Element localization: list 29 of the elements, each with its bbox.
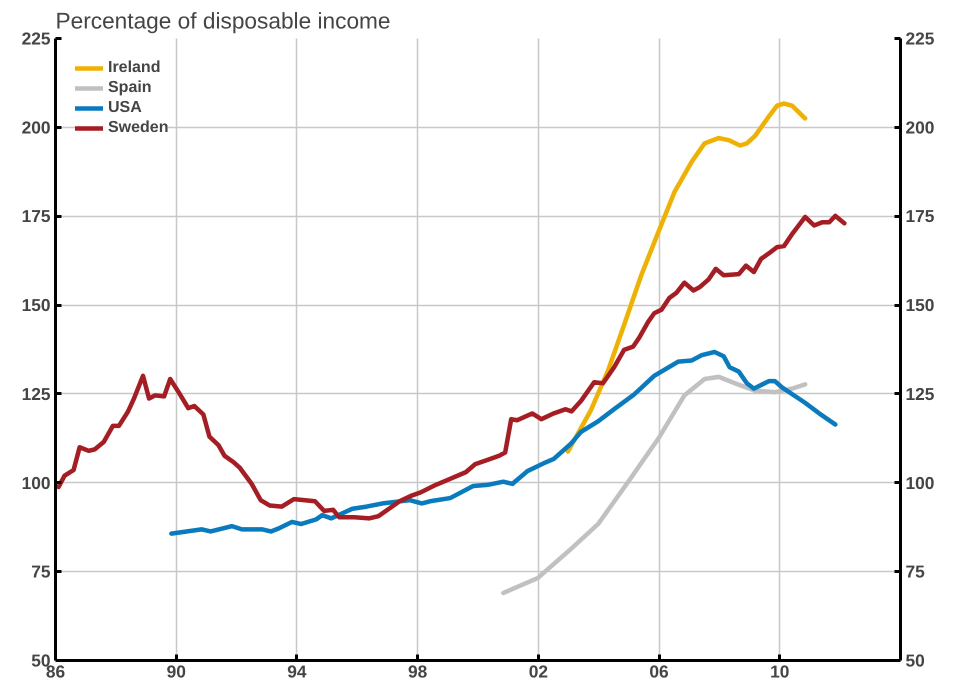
y2-tick-label: 125 [906,384,935,404]
y2-tick-label: 150 [906,295,934,316]
x-tick-label: 10 [770,662,790,682]
y2-tick-label: 100 [906,472,934,493]
chart-title: Percentage of disposable income [56,8,391,34]
line-series [566,101,808,454]
y2-tick-label: 200 [906,117,934,138]
y2-tick-label: 175 [906,206,935,226]
x-tick-label: 94 [287,662,307,682]
y-tick-label: 125 [22,384,51,404]
y2-tick-label: 225 [906,28,935,48]
y-tick-label: 150 [22,295,51,316]
line-series [56,214,847,521]
x-tick-label: 06 [649,662,670,682]
legend-label: Spain [108,79,152,97]
x-tick-label: 02 [528,662,548,682]
x-tick-label: 90 [166,662,186,682]
line-series [169,350,838,536]
x-tick-label: 98 [408,662,428,682]
y-tick-label: 200 [22,117,51,138]
y-tick-label: 100 [22,472,51,493]
y-tick-label: 175 [22,206,51,226]
y-tick-label: 75 [31,562,51,582]
y2-tick-label: 75 [906,562,926,582]
y-tick-label: 225 [22,28,51,48]
y2-tick-label: 50 [906,650,925,670]
legend-label: USA [108,99,142,117]
legend-label: Ireland [108,59,160,77]
legend-label: Sweden [108,119,168,137]
